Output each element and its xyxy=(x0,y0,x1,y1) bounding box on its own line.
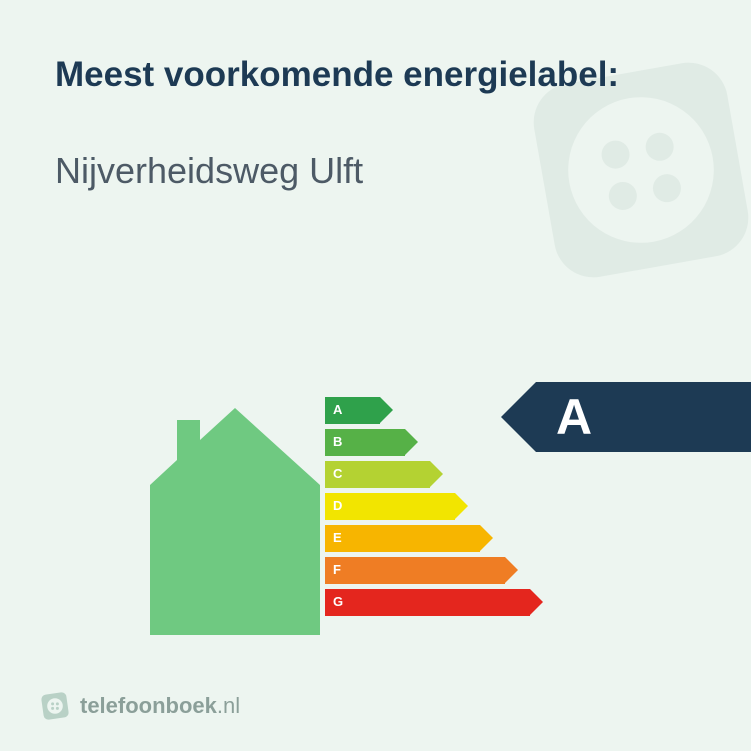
rating-badge-body: A xyxy=(536,382,751,452)
footer-logo-icon xyxy=(40,691,70,721)
energy-bar-body xyxy=(325,557,505,584)
footer-brand-tld: .nl xyxy=(217,693,240,718)
rating-badge: A xyxy=(501,382,751,452)
energy-bar-tip xyxy=(380,397,393,423)
energy-bar-tip xyxy=(530,589,543,615)
energy-bar-body xyxy=(325,589,530,616)
energy-bar-label: F xyxy=(333,562,341,577)
energy-bar-label: E xyxy=(333,530,342,545)
energy-bar-tip xyxy=(455,493,468,519)
footer-brand-text: telefoonboek.nl xyxy=(80,693,240,719)
rating-letter: A xyxy=(556,388,592,446)
house-icon xyxy=(150,400,320,630)
energy-bar-label: B xyxy=(333,434,342,449)
energy-bar-tip xyxy=(405,429,418,455)
energy-bar-label: G xyxy=(333,594,343,609)
footer-brand: telefoonboek.nl xyxy=(40,691,240,721)
energy-bar-label: A xyxy=(333,402,342,417)
footer-brand-name: telefoonboek xyxy=(80,693,217,718)
energy-bar-tip xyxy=(505,557,518,583)
energy-bar-tip xyxy=(430,461,443,487)
energy-bar-label: D xyxy=(333,498,342,513)
energy-bar-body xyxy=(325,493,455,520)
energy-bar-body xyxy=(325,525,480,552)
rating-badge-arrow xyxy=(501,382,536,452)
energy-bar-tip xyxy=(480,525,493,551)
energy-bar-label: C xyxy=(333,466,342,481)
location-subtitle: Nijverheidsweg Ulft xyxy=(55,150,696,192)
page-title: Meest voorkomende energielabel: xyxy=(55,55,696,95)
